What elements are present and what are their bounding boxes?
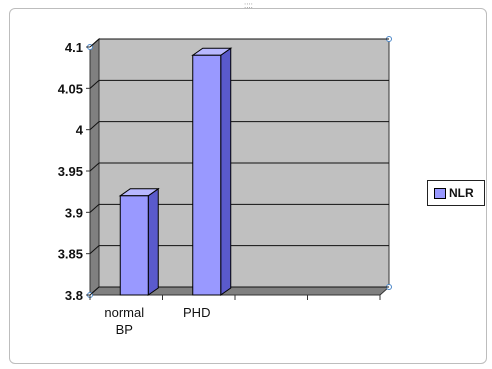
gridline-side-2 (89, 203, 100, 213)
x-tick-label-1: PHD (183, 305, 210, 320)
legend[interactable]: NLR (427, 180, 485, 206)
gridline-side-5 (89, 79, 100, 89)
y-tick-label-1: 3.85 (58, 247, 83, 262)
bar-side-1 (220, 47, 232, 296)
gridline-side-3 (89, 162, 100, 172)
x-axis-ticks: normal BP PHD (89, 295, 381, 337)
y-axis-ticks: 3.8 3.85 3.9 3.95 4 4.05 4.1 (58, 40, 84, 303)
bar-1 (192, 54, 222, 296)
bars (118, 47, 233, 296)
legend-label-nlr: NLR (449, 186, 474, 200)
x-tick-label-0: normal BP (104, 305, 144, 337)
legend-swatch-nlr (434, 187, 446, 199)
bar-0 (119, 195, 149, 296)
gridline-side-1 (89, 245, 100, 255)
gridline-side-0 (89, 286, 100, 296)
y-tick-label-3: 3.95 (58, 164, 83, 179)
y-tick-label-6: 4.1 (65, 40, 83, 55)
y-tick-label-0: 3.8 (65, 288, 83, 303)
resize-handle-top[interactable]: :::: (244, 1, 253, 10)
bar-side-0 (147, 187, 159, 296)
y-tick-label-4: 4 (76, 123, 84, 138)
gridline-side-4 (89, 121, 100, 131)
y-tick-label-2: 3.9 (65, 205, 83, 220)
y-tick-label-5: 4.05 (58, 81, 83, 96)
gridline-side-6 (89, 38, 100, 48)
